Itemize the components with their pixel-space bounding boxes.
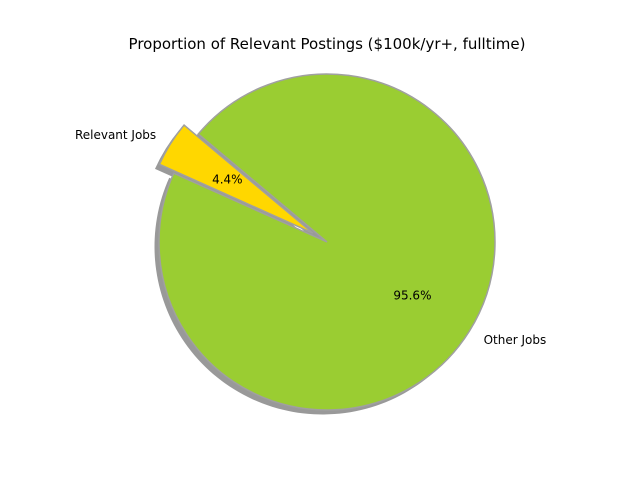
pie-label-relevant-jobs: Relevant Jobs — [75, 128, 156, 142]
pie-pct-label-relevant-jobs: 4.4% — [212, 173, 243, 187]
pie-slice-group — [158, 73, 496, 411]
pie-pct-label-other-jobs: 95.6% — [393, 289, 431, 303]
chart-title: Proportion of Relevant Postings ($100k/y… — [129, 35, 526, 53]
pie-slice-relevant-jobs — [158, 124, 314, 234]
pie-label-other-jobs: Other Jobs — [484, 333, 547, 347]
pie-slice-other-jobs — [158, 73, 496, 411]
pie-label-group: Relevant Jobs 4.4% Other Jobs 95.6% — [75, 128, 546, 347]
